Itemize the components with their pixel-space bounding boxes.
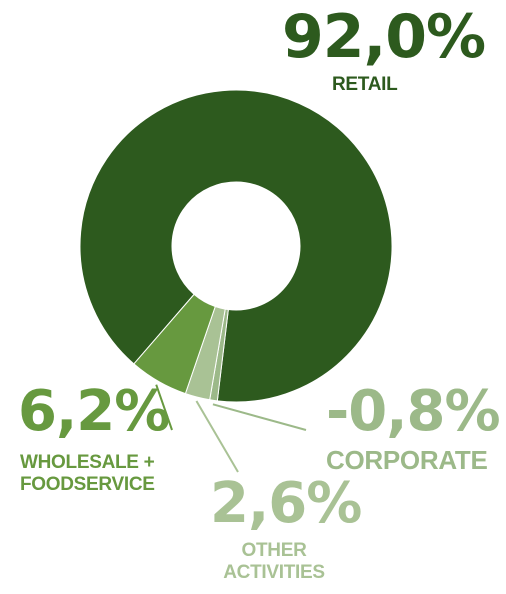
retail-name: RETAIL xyxy=(332,74,398,95)
slice-wholesale-foodservice xyxy=(133,293,216,395)
wholesale-percent: 6,2% xyxy=(18,379,170,444)
other-name-line2: ACTIVITIES xyxy=(223,562,325,583)
other-name-line1: OTHER xyxy=(241,540,307,561)
wholesale-name-line1: WHOLESALE + xyxy=(20,452,155,473)
donut-slices xyxy=(79,89,393,403)
corporate-leader-line xyxy=(212,403,307,431)
corporate-percent: -0,8% xyxy=(326,379,501,444)
other-name: OTHER ACTIVITIES xyxy=(218,540,330,584)
other-leader-line xyxy=(195,400,239,473)
retail-percent: 92,0% xyxy=(282,2,486,72)
corporate-name: CORPORATE xyxy=(326,445,488,475)
wholesale-name: WHOLESALE + FOODSERVICE xyxy=(20,452,155,496)
slice-retail xyxy=(79,89,393,403)
wholesale-name-line2: FOODSERVICE xyxy=(20,474,155,495)
wholesale-leader-line xyxy=(155,384,173,431)
other-percent: 2,6% xyxy=(210,471,362,536)
leader-lines xyxy=(155,384,307,473)
